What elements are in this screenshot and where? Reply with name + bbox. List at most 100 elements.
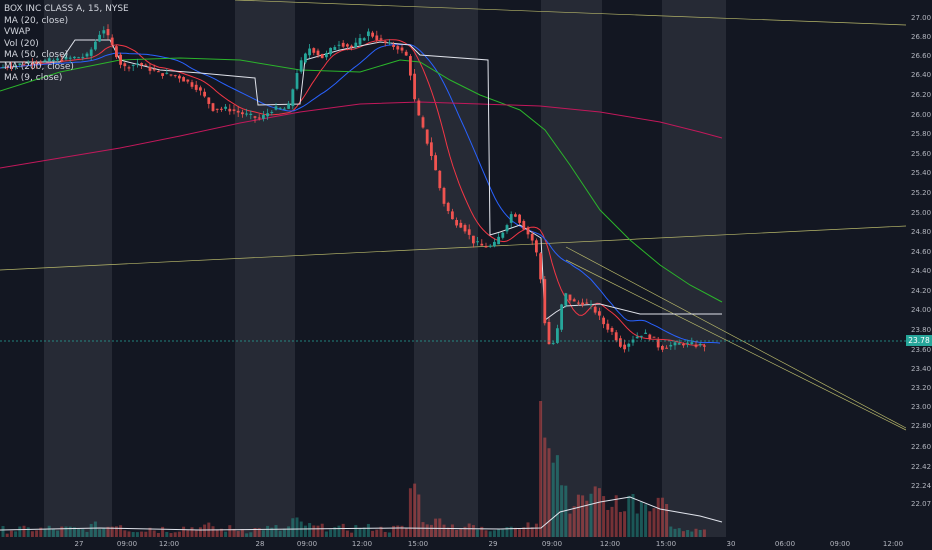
volume-bar: [690, 531, 694, 537]
candle-body: [446, 202, 450, 212]
candle-body: [455, 219, 458, 226]
volume-bar: [190, 527, 194, 537]
candle-body: [77, 57, 80, 59]
volume-bar: [568, 513, 572, 537]
volume-bar: [564, 485, 568, 537]
price-tick-label: 26.80: [911, 33, 931, 41]
session-shade: [662, 0, 726, 537]
candle-body: [257, 117, 261, 119]
volume-bar: [266, 525, 270, 537]
candle-body: [652, 336, 656, 338]
candle-body: [409, 56, 412, 76]
time-tick-label: 30: [727, 540, 736, 548]
candle-body: [1, 67, 5, 69]
time-tick-label: 09:00: [542, 540, 562, 548]
time-tick-label: 12:00: [352, 540, 372, 548]
candle-body: [682, 343, 685, 346]
candle-body: [694, 344, 698, 347]
volume-bar: [644, 504, 648, 537]
candle-body: [224, 106, 227, 109]
candle-body: [610, 327, 614, 332]
volume-bar: [400, 525, 404, 537]
candle-body: [371, 32, 374, 37]
candle-body: [623, 344, 626, 350]
candle-body: [312, 48, 316, 53]
candle-body: [325, 52, 328, 58]
candle-body: [572, 299, 576, 302]
candle-body: [480, 243, 484, 246]
time-tick-label: 28: [256, 540, 265, 548]
volume-bar: [362, 527, 366, 537]
candle-body: [585, 302, 589, 304]
volume-bar: [446, 527, 450, 537]
volume-bar: [68, 526, 72, 537]
volume-bar: [106, 526, 110, 537]
candle-body: [509, 214, 513, 223]
price-tick-label: 22.60: [911, 443, 931, 451]
volume-bar: [215, 529, 219, 537]
volume-bar: [526, 522, 530, 537]
volume-bar: [232, 528, 236, 537]
volume-bar: [551, 462, 555, 537]
volume-bar: [618, 511, 622, 537]
candle-body: [144, 64, 148, 66]
candle-body: [320, 53, 324, 59]
volume-bar: [249, 532, 253, 537]
volume-bar: [614, 495, 618, 537]
volume-bar: [572, 506, 576, 537]
volume-bar: [1, 526, 5, 537]
volume-bar: [123, 530, 127, 537]
volume-bar: [177, 531, 181, 537]
candle-body: [220, 108, 223, 110]
volume-bar: [56, 530, 60, 537]
candle-body: [60, 59, 64, 62]
volume-bar: [623, 511, 627, 537]
candle-body: [266, 113, 269, 117]
candle-body: [602, 317, 605, 325]
volume-bar: [333, 527, 337, 537]
volume-bar: [329, 529, 333, 537]
volume-bar: [257, 528, 261, 537]
volume-bar: [77, 528, 81, 537]
volume-bar: [316, 525, 320, 537]
candle-body: [89, 49, 93, 56]
candle-body: [383, 41, 387, 43]
candle-body: [329, 47, 332, 55]
volume-bar: [656, 497, 660, 537]
candle-body: [157, 71, 160, 73]
price-tick-label: 22.24: [911, 482, 932, 490]
volume-bar: [358, 527, 362, 537]
volume-bar: [576, 494, 580, 537]
candle-body: [535, 240, 538, 253]
candle-body: [434, 155, 437, 171]
candle-body: [514, 214, 517, 217]
volume-bar: [383, 531, 387, 537]
volume-bar: [585, 500, 589, 537]
volume-bar: [337, 525, 341, 537]
candle-body: [316, 50, 320, 56]
candle-body: [18, 63, 22, 65]
time-tick-label: 12:00: [600, 540, 620, 548]
volume-bar: [543, 437, 547, 537]
candle-body: [358, 38, 362, 45]
candle-body: [472, 235, 475, 244]
volume-bar: [505, 527, 509, 537]
volume-bar: [102, 528, 106, 537]
ma20-line: [0, 43, 721, 344]
time-tick-label: 09:00: [297, 540, 317, 548]
volume-bar: [434, 518, 438, 537]
price-tick-label: 26.00: [911, 111, 931, 119]
candle-body: [127, 67, 131, 69]
candle-body: [115, 46, 118, 58]
volume-bar: [127, 531, 131, 537]
candle-body: [52, 60, 55, 62]
volume-bar: [26, 527, 30, 537]
volume-bar: [39, 527, 43, 537]
volume-bar: [60, 526, 64, 537]
volume-bar: [278, 530, 282, 537]
volume-bar: [497, 528, 501, 537]
volume-bar: [665, 504, 669, 537]
candle-body: [215, 108, 219, 110]
candle-body: [518, 214, 521, 223]
